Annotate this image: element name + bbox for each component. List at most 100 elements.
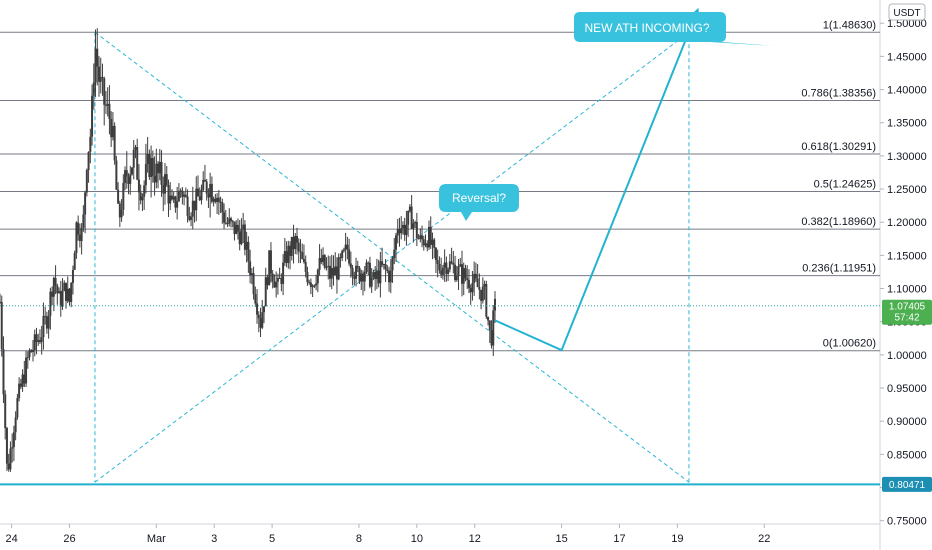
candle-body: [124, 170, 127, 183]
candle-body: [49, 291, 52, 316]
x-tick-label: 5: [269, 533, 275, 545]
candle-body: [283, 251, 286, 263]
candle-body: [289, 245, 292, 256]
candle-body: [396, 229, 399, 236]
candle-body: [18, 383, 21, 399]
x-tick-label: 8: [356, 533, 362, 545]
candle-body: [188, 215, 191, 220]
currency-badge[interactable]: USDT: [888, 3, 926, 21]
candle-body: [415, 221, 418, 239]
candle-body: [73, 252, 76, 270]
dashed-triangle-drawing[interactable]: [94, 31, 690, 483]
candle-body: [45, 316, 48, 329]
candle-body: [92, 82, 95, 96]
candle-body: [144, 163, 147, 186]
candle-body: [186, 196, 189, 216]
candle-body: [87, 151, 90, 171]
candle-body: [197, 188, 199, 197]
price-axis[interactable]: [880, 0, 932, 550]
candle-body: [80, 227, 83, 241]
projection-arrow[interactable]: [494, 7, 700, 352]
candle-body: [14, 417, 17, 433]
candle-body: [466, 277, 469, 281]
candle-body: [212, 198, 215, 202]
candle-body: [278, 278, 281, 280]
candle-body: [111, 125, 114, 138]
candle-body: [131, 167, 133, 175]
candle-body: [115, 160, 118, 190]
candle-body: [304, 261, 307, 273]
fib-level-label: 0.5(1.24625): [814, 179, 876, 191]
candle-body: [117, 189, 120, 204]
candle-body: [40, 337, 43, 343]
candle-body: [441, 267, 444, 275]
candle-body: [151, 157, 154, 176]
candle-body: [132, 149, 135, 168]
candle-body: [351, 267, 354, 277]
candle-body: [403, 224, 406, 235]
y-tick-label: 1.15000: [887, 250, 927, 262]
candle-body: [401, 224, 404, 229]
candle-body: [203, 179, 206, 182]
candle-body: [450, 261, 453, 264]
candle-body: [379, 261, 382, 284]
candle-body: [240, 229, 243, 245]
candle-body: [70, 282, 73, 302]
candle-body: [207, 193, 210, 198]
dashed-guide-line[interactable]: [94, 31, 690, 483]
candle-body: [209, 183, 212, 198]
fib-level-label: 0(1.00620): [823, 338, 876, 350]
candle-body: [75, 222, 78, 253]
y-tick-label: 1.10000: [887, 284, 927, 296]
candle-body: [478, 286, 481, 290]
candle-body: [30, 350, 33, 353]
candle-body: [157, 163, 160, 174]
candle-body: [0, 302, 3, 350]
reversal-callout[interactable]: Reversal?: [439, 184, 519, 221]
x-tick-label: 10: [411, 533, 423, 545]
candle-body: [346, 244, 349, 250]
y-tick-label: 0.90000: [887, 416, 927, 428]
x-tick-label: 26: [63, 533, 75, 545]
candle-body: [259, 318, 262, 328]
candle-body: [488, 320, 491, 331]
candle-body: [374, 272, 377, 280]
candle-body: [377, 270, 380, 284]
candle-body: [32, 349, 34, 353]
candle-body: [405, 224, 408, 235]
candle-body: [469, 288, 472, 293]
candle-body: [44, 316, 47, 318]
candle-body: [164, 174, 166, 194]
candle-body: [275, 281, 278, 288]
candle-body: [224, 222, 227, 224]
candle-body: [342, 249, 345, 251]
fibonacci-retracement[interactable]: 1(1.48630) 0.786(1.38356) 0.618(1.30291) 0.…: [0, 19, 880, 352]
candle-body: [68, 288, 71, 302]
candle-body: [391, 258, 394, 271]
candle-body: [158, 161, 161, 174]
fib-level-label: 0.618(1.30291): [801, 141, 876, 153]
candle-body: [301, 252, 304, 259]
y-tick-label: 0.75000: [887, 516, 927, 528]
candle-body: [282, 262, 285, 284]
candle-body: [120, 209, 123, 218]
support-price-label: 0.80471: [889, 480, 926, 491]
candle-body: [327, 265, 330, 267]
projection-path[interactable]: [494, 9, 699, 352]
candle-body: [389, 270, 392, 283]
candle-body: [160, 161, 163, 185]
candle-body: [184, 194, 187, 197]
ath-callout[interactable]: NEW ATH INCOMING?: [574, 12, 776, 46]
candle-body: [353, 276, 356, 279]
candle-body: [428, 226, 430, 248]
candle-body: [287, 245, 290, 263]
candle-body: [360, 273, 363, 282]
candle-body: [349, 263, 352, 268]
candle-body: [63, 282, 66, 291]
candle-body: [252, 273, 255, 295]
candlestick-series: [0, 28, 496, 472]
candle-body: [202, 179, 205, 190]
candle-body: [4, 394, 7, 429]
candle-body: [429, 226, 432, 245]
